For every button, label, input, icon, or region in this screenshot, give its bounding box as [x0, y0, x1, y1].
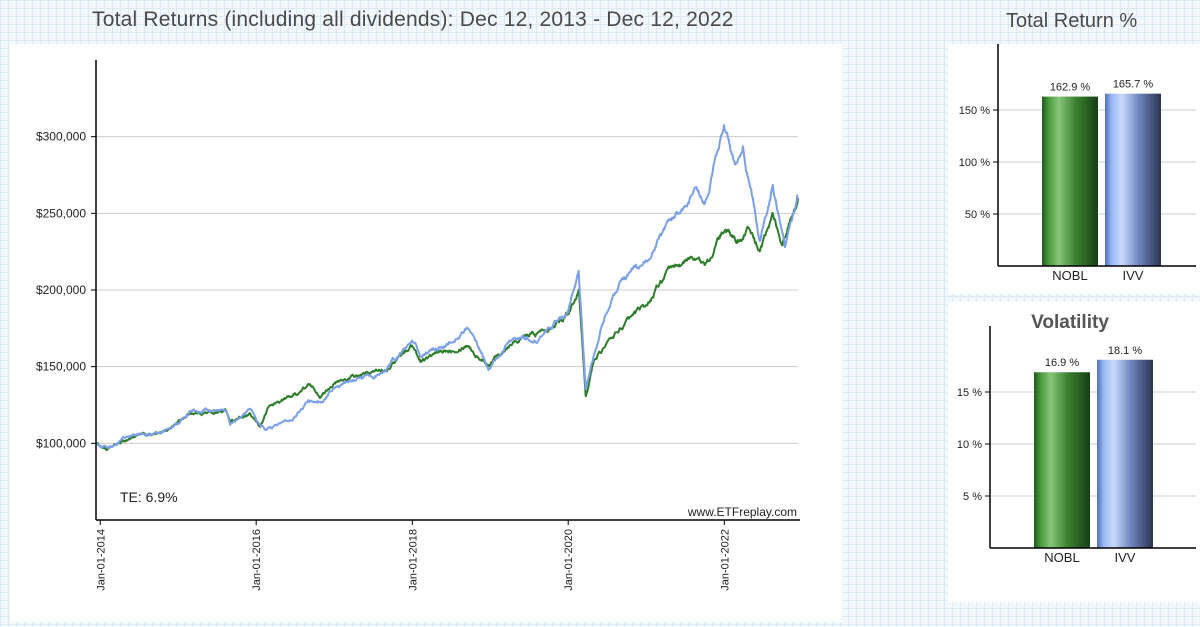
x-tick-label: Jan-01-2014 [95, 529, 107, 591]
y-tick-label: 15 % [957, 387, 982, 399]
y-tick-label: $150,000 [36, 360, 86, 374]
bar-nobl [1042, 96, 1098, 266]
category-label: NOBL [1044, 550, 1079, 565]
series-line-ivv [95, 124, 799, 449]
total-return-title: Total Return % [1006, 10, 1138, 32]
bar-value-label: 165.7 % [1113, 79, 1154, 91]
y-tick-label: 5 % [963, 491, 982, 503]
bar-ivv [1105, 93, 1161, 266]
y-tick-label: $100,000 [36, 436, 86, 450]
y-tick-label: $300,000 [36, 130, 86, 144]
category-label: IVV [1115, 550, 1136, 565]
total-return-bar-chart: 50 % 100 % 150 % 162.9 % NOBL 165.7 % IVV [959, 44, 1196, 283]
total-returns-line-chart: $100,000 $150,000 $200,000 $250,000 $300,000… [36, 60, 800, 591]
bar-ivv [1097, 359, 1153, 548]
tracking-error-label: TE: 6.9% [120, 489, 178, 505]
y-tick-label: 10 % [957, 439, 982, 451]
series-line-nobl [95, 197, 799, 452]
bar-value-label: 18.1 % [1108, 345, 1142, 357]
x-tick-label: Jan-01-2018 [407, 529, 419, 591]
x-tick-label: Jan-01-2016 [251, 529, 263, 591]
x-tick-label: Jan-01-2020 [563, 529, 575, 591]
bar-nobl [1034, 372, 1090, 548]
x-tick-label: Jan-01-2022 [719, 529, 731, 591]
volatility-bar-chart: Volatility 5 % 10 % 15 % 16.9 % NOBL 18.1 % IV… [957, 312, 1196, 565]
main-chart-title: Total Returns (including all dividends):… [92, 8, 734, 31]
total-returns-panel: $100,000 $150,000 $200,000 $250,000 $300,000… [10, 44, 842, 622]
bar-value-label: 16.9 % [1045, 357, 1079, 369]
y-tick-label: 50 % [965, 209, 990, 221]
y-tick-label: $250,000 [36, 206, 86, 220]
volatility-bar-panel: Volatility 5 % 10 % 15 % 16.9 % NOBL 18.1 % IV… [948, 302, 1200, 602]
etfreplay-watermark: www.ETFreplay.com [687, 505, 797, 519]
volatility-title: Volatility [1031, 312, 1109, 333]
y-tick-label: 150 % [959, 105, 990, 117]
total-return-bar-panel: 50 % 100 % 150 % 162.9 % NOBL 165.7 % IVV [948, 44, 1200, 294]
y-tick-label: $200,000 [36, 283, 86, 297]
y-tick-label: 100 % [959, 157, 990, 169]
bar-value-label: 162.9 % [1050, 82, 1091, 94]
category-label: IVV [1123, 268, 1144, 283]
category-label: NOBL [1052, 268, 1087, 283]
